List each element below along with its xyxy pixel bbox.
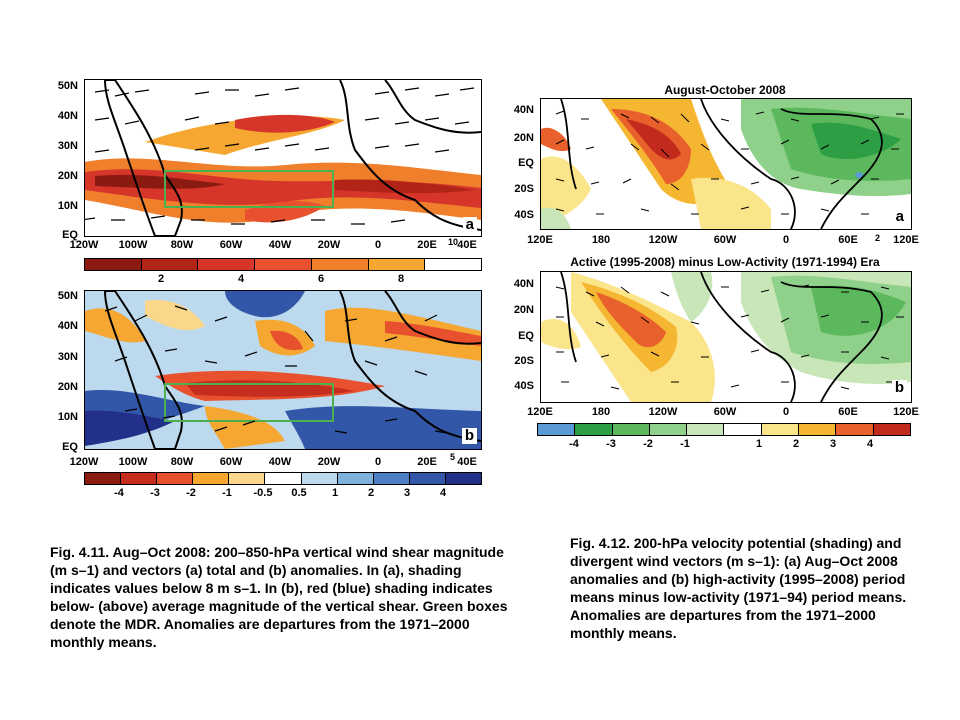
lat-label: 10N — [57, 411, 78, 423]
lon-label: 120W — [648, 234, 678, 246]
lat-label: 10N — [57, 200, 78, 212]
lat-label: 40S — [514, 380, 534, 392]
colorbar-label: 0.5 — [291, 487, 307, 499]
lon-label: 80W — [170, 239, 194, 251]
lon-label: 20E — [417, 239, 437, 251]
lon-label: 120E — [527, 406, 553, 418]
lon-label: 100W — [118, 239, 148, 251]
lon-label: 60W — [219, 239, 243, 251]
vector-reference: 2 — [875, 233, 881, 243]
lat-label: EQ — [62, 441, 78, 453]
lon-label: 40E — [457, 456, 477, 468]
lon-label: 120E — [893, 406, 919, 418]
vector-reference: 10 — [448, 237, 459, 247]
colorbar-label: 4 — [439, 487, 447, 499]
lat-label: 40N — [513, 278, 534, 290]
figure-caption: Fig. 4.11. Aug–Oct 2008: 200–850-hPa ver… — [50, 544, 508, 650]
lat-label: 30N — [57, 140, 78, 152]
lon-label: 40W — [268, 239, 292, 251]
lat-label: 20N — [513, 304, 534, 316]
lon-label: 120E — [527, 234, 553, 246]
lat-label: EQ — [62, 229, 78, 241]
lon-label: 120E — [893, 234, 919, 246]
panel-tag: b — [461, 428, 477, 444]
lon-label: 0 — [374, 456, 382, 468]
figure-title: Active (1995-2008) minus Low-Activity (1… — [570, 255, 880, 269]
colorbar-label: 2 — [157, 273, 165, 285]
colorbar-label: 2 — [367, 487, 375, 499]
lat-label: 20S — [514, 355, 534, 367]
figure-caption: Fig. 4.12. 200-hPa velocity potential (s… — [570, 535, 907, 641]
lat-label: 30N — [57, 351, 78, 363]
colorbar — [537, 423, 911, 436]
lat-label: 20N — [57, 381, 78, 393]
lon-label: 60W — [713, 234, 737, 246]
lon-label: 0 — [782, 234, 790, 246]
colorbar-label: 4 — [237, 273, 245, 285]
colorbar-label: -1 — [680, 438, 690, 450]
lon-label: 60W — [713, 406, 737, 418]
wind-shear-anomaly-map: b — [84, 290, 482, 450]
lon-label: 0 — [374, 239, 382, 251]
lat-label: 40N — [57, 110, 78, 122]
lat-label: EQ — [518, 330, 534, 342]
wind-shear-total-map: a — [84, 79, 482, 237]
colorbar-label: 3 — [829, 438, 837, 450]
lon-label: 120W — [69, 456, 99, 468]
lon-label: 20W — [317, 239, 341, 251]
lon-label: 100W — [118, 456, 148, 468]
lon-label: 20E — [417, 456, 437, 468]
colorbar-label: -4 — [114, 487, 124, 499]
lat-label: 50N — [57, 290, 78, 302]
colorbar-label: -2 — [643, 438, 653, 450]
lat-label: 40N — [513, 104, 534, 116]
lon-label: 40E — [457, 239, 477, 251]
lat-label: 40S — [514, 209, 534, 221]
colorbar-label: -4 — [569, 438, 579, 450]
lat-label: 50N — [57, 80, 78, 92]
panel-tag: a — [892, 209, 907, 225]
velocity-potential-anomaly-map: a — [540, 98, 912, 230]
lon-label: 180 — [591, 234, 611, 246]
colorbar — [84, 258, 482, 271]
lon-label: 60E — [838, 406, 858, 418]
lon-label: 60E — [838, 234, 858, 246]
figure-title: August-October 2008 — [664, 83, 786, 97]
lat-label: EQ — [518, 157, 534, 169]
lon-label: 60W — [219, 456, 243, 468]
lat-label: 20S — [514, 183, 534, 195]
lon-label: 180 — [591, 406, 611, 418]
colorbar-label: 8 — [397, 273, 405, 285]
lon-label: 0 — [782, 406, 790, 418]
colorbar-label: -3 — [606, 438, 616, 450]
lat-label: 20N — [57, 170, 78, 182]
colorbar-label: 2 — [792, 438, 800, 450]
velocity-potential-era-difference-map: b — [540, 271, 912, 403]
colorbar-label: 1 — [755, 438, 763, 450]
colorbar — [84, 472, 482, 485]
lon-label: 80W — [170, 456, 194, 468]
colorbar-label: -1 — [222, 487, 232, 499]
colorbar-label: 1 — [331, 487, 339, 499]
lon-label: 120W — [648, 406, 678, 418]
lon-label: 40W — [268, 456, 292, 468]
lon-label: 120W — [69, 239, 99, 251]
colorbar-label: 3 — [403, 487, 411, 499]
colorbar-label: -3 — [150, 487, 160, 499]
lat-label: 40N — [57, 320, 78, 332]
panel-tag: a — [462, 217, 477, 233]
colorbar-label: 6 — [317, 273, 325, 285]
colorbar-label: -0.5 — [253, 487, 273, 499]
panel-tag: b — [891, 380, 907, 396]
lat-label: 20N — [513, 132, 534, 144]
colorbar-label: -2 — [186, 487, 196, 499]
vector-reference: 5 — [450, 452, 456, 462]
colorbar-label: 4 — [866, 438, 874, 450]
lon-label: 20W — [317, 456, 341, 468]
